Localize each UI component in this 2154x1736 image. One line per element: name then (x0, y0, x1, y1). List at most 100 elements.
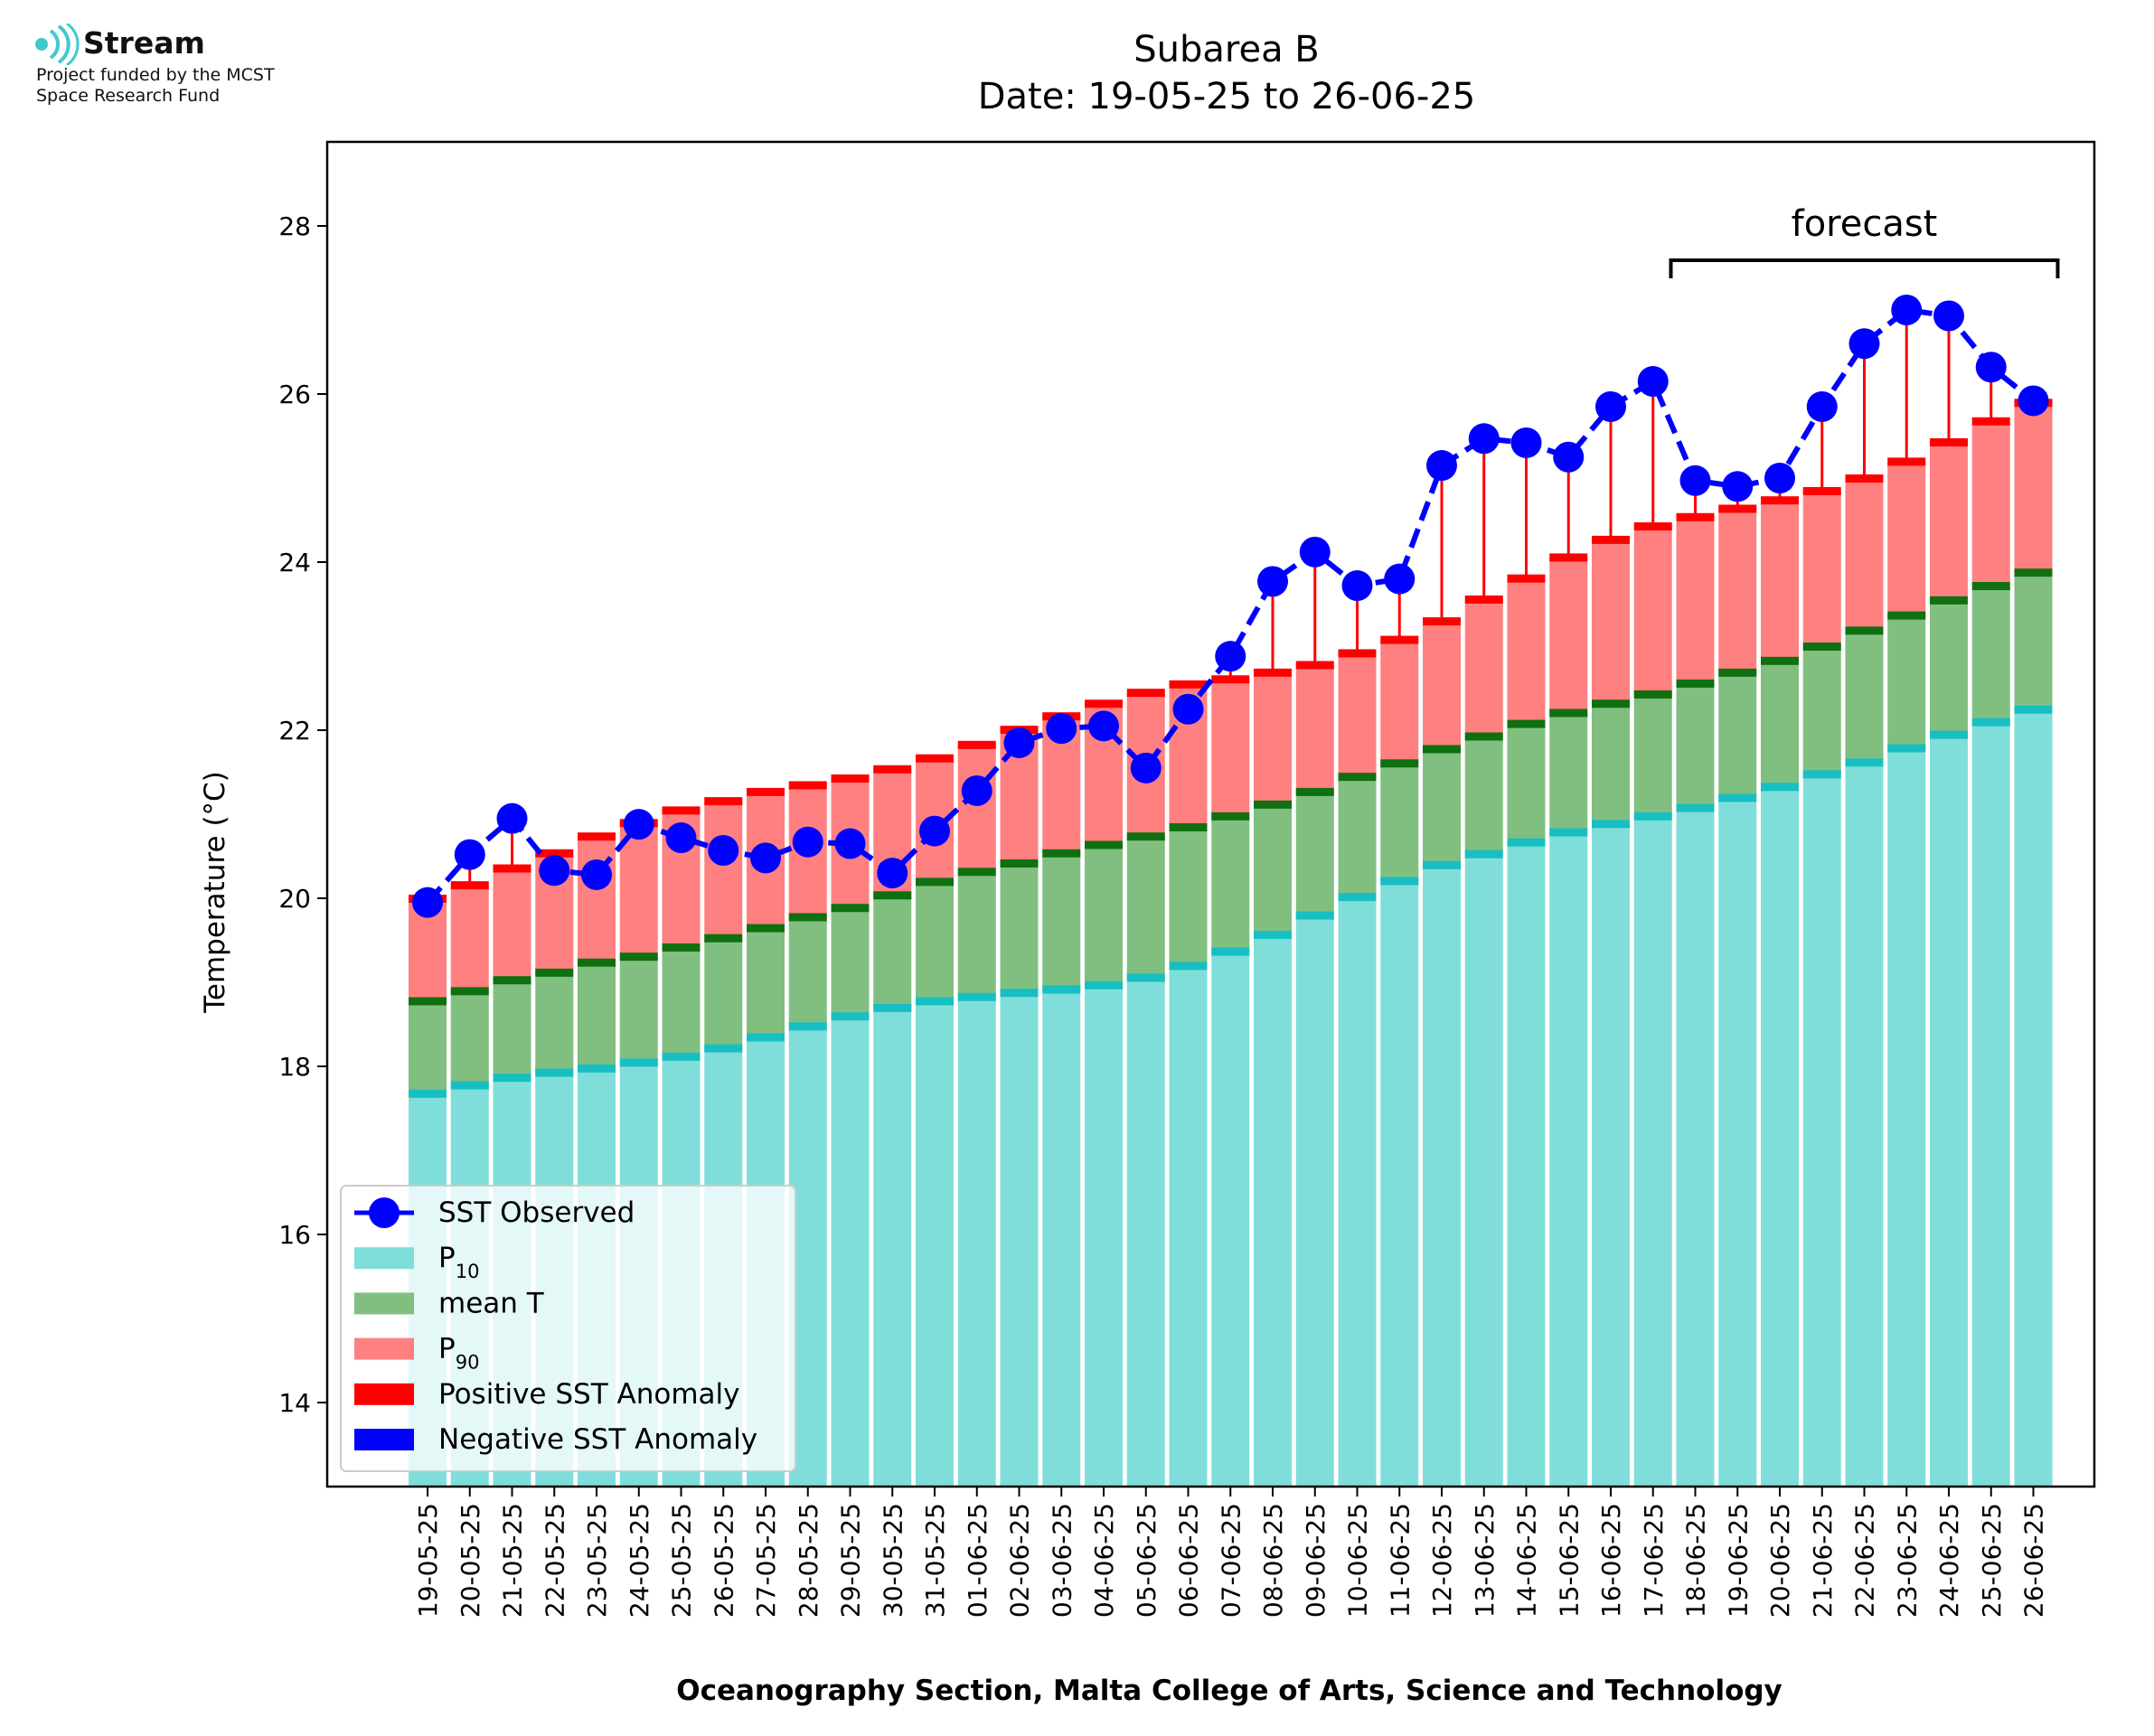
bar-mean-t-cap (1549, 708, 1588, 718)
bar-mean-t-cap (1802, 643, 1841, 651)
bar-p10-cap (957, 992, 996, 1001)
bar-p90 (704, 801, 743, 938)
x-tick-label: 19-06-25 (1723, 1503, 1753, 1618)
bar-p10-cap (1930, 730, 1968, 739)
bar-p10 (1761, 786, 1799, 1487)
bar-p10-cap (1676, 803, 1715, 812)
bar-mean-t (957, 871, 996, 997)
sst-observed-point (834, 828, 866, 859)
sst-observed-point (1848, 328, 1880, 360)
y-axis-label: Temperature (°C) (199, 771, 231, 1014)
bar-mean-t-cap (1295, 787, 1334, 796)
bar-p90 (1549, 557, 1588, 713)
sst-observed-point (792, 826, 823, 858)
bar-p10-cap (1380, 877, 1419, 886)
bar-p10 (1676, 807, 1715, 1487)
bar-mean-t (1338, 776, 1377, 897)
bar-p90 (1676, 516, 1715, 683)
bar-p10 (1338, 896, 1377, 1487)
bar-p90-cap (1971, 417, 2010, 426)
bar-mean-t-cap (535, 968, 574, 977)
bar-mean-t (619, 956, 658, 1063)
bar-p10 (916, 1000, 954, 1487)
bar-mean-t (1085, 844, 1123, 985)
logo-caption: Project funded by the MCST Space Researc… (36, 65, 275, 107)
bar-p10-cap (1169, 962, 1208, 971)
bar-p10-cap (831, 1012, 870, 1021)
plot-frame (325, 140, 2096, 1488)
sst-observed-point (1172, 693, 1204, 725)
forecast-bracket (1669, 258, 2060, 278)
y-tick-label: 18 (278, 1052, 311, 1082)
sst-observed-point (1215, 641, 1246, 672)
x-tick-label: 17-06-25 (1639, 1503, 1669, 1618)
bar-mean-t-cap (788, 913, 827, 922)
bar-p90-cap (535, 849, 574, 858)
bar-mean-t (1761, 660, 1799, 787)
bar-mean-t (1464, 736, 1503, 854)
bar-p10-cap (1295, 911, 1334, 920)
sst-observed-point (961, 774, 992, 806)
chart-subtitle: Date: 19-05-25 to 26-06-25 (978, 76, 1476, 117)
bar-p10-cap (1887, 744, 1926, 753)
bar-mean-t (1592, 703, 1630, 824)
bar-p90 (450, 885, 489, 991)
bar-mean-t-cap (873, 891, 912, 900)
sst-observed-point (2018, 385, 2049, 417)
logo-caption-line1: Project funded by the MCST (36, 65, 275, 85)
bar-p90-cap (1802, 486, 1841, 495)
bar-mean-t (1549, 712, 1588, 832)
bar-mean-t-cap (1930, 596, 1968, 605)
bar-mean-t-cap (1464, 732, 1503, 741)
x-tick-label: 04-06-25 (1089, 1503, 1119, 1618)
sst-observed-point (665, 822, 697, 854)
x-tick-label: 07-06-25 (1216, 1503, 1246, 1618)
bar-mean-t (1971, 586, 2010, 722)
bar-p10-cap (619, 1058, 658, 1067)
bar-p10 (1464, 853, 1503, 1487)
bar-p90-cap (450, 881, 489, 890)
bar-mean-t (1000, 862, 1039, 993)
bar-p90-cap (1085, 699, 1123, 708)
sst-observed-point (1299, 536, 1331, 568)
bar-p10-cap (1761, 783, 1799, 792)
bar-p10-cap (2014, 705, 2053, 714)
sst-observed-point (1891, 295, 1923, 325)
bar-p10 (1085, 984, 1123, 1487)
bar-p90-cap (1676, 512, 1715, 521)
bar-mean-t (1676, 682, 1715, 808)
bar-mean-t (450, 990, 489, 1085)
sst-observed-point (1130, 752, 1162, 784)
sst-observed-point (1722, 471, 1754, 502)
bar-p90 (1887, 461, 1926, 615)
bar-p90 (1423, 621, 1461, 749)
bar-p10 (1845, 762, 1884, 1487)
bar-mean-t (1930, 599, 1968, 735)
sst-observed-point (1426, 450, 1457, 482)
sst-observed-point (1384, 563, 1416, 595)
bar-mean-t-cap (1592, 699, 1630, 708)
bar-p10-cap (493, 1074, 531, 1083)
bar-p10 (1633, 815, 1672, 1487)
sst-observed-point (1510, 427, 1542, 458)
bar-mean-t (493, 980, 531, 1078)
bar-p90 (578, 836, 616, 962)
x-tick-label: 24-05-25 (625, 1503, 654, 1618)
bar-mean-t-cap (1718, 668, 1757, 677)
bar-mean-t (916, 881, 954, 1001)
bar-p90-cap (1338, 649, 1377, 658)
footer-credit: Oceanography Section, Malta College of A… (676, 1675, 1782, 1707)
bar-p10-cap (873, 1003, 912, 1012)
bar-p90 (493, 868, 531, 981)
bar-p90 (1802, 490, 1841, 646)
bar-p90-cap (578, 832, 616, 841)
bar-p10-cap (1211, 947, 1250, 956)
bar-p10-cap (1042, 985, 1081, 994)
bar-p90-cap (831, 774, 870, 784)
x-tick-label: 23-05-25 (582, 1503, 612, 1618)
bar-mean-t-cap (662, 943, 701, 952)
bar-p10 (831, 1016, 870, 1487)
bar-p10-cap (1592, 820, 1630, 829)
bar-p10 (1126, 977, 1165, 1487)
